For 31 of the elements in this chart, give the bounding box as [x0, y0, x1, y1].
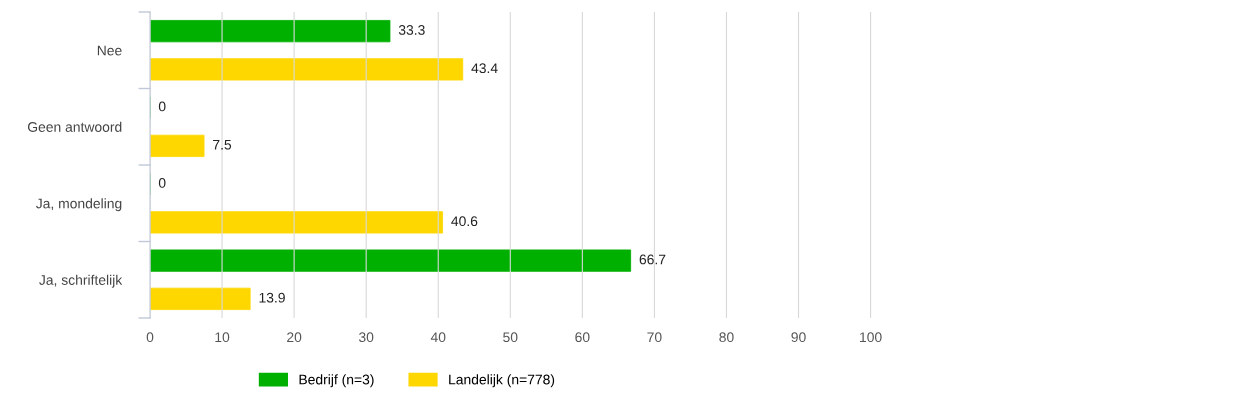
data-label: 13.9 [259, 292, 285, 303]
bar [150, 287, 251, 310]
data-label: 0 [158, 101, 166, 112]
x-tick-label: 90 [791, 332, 806, 343]
bar [150, 134, 205, 157]
y-tick-label: Ja, mondeling [35, 198, 122, 212]
data-label: 33.3 [398, 25, 425, 35]
x-tick-label: 50 [503, 332, 518, 343]
x-tick-label: 0 [146, 332, 154, 343]
y-tick-label: Nee [97, 45, 122, 56]
data-label: 66.7 [639, 254, 666, 265]
legend-label: Landelijk (n=778) [449, 374, 555, 388]
y-tick-label: Geen antwoord [27, 121, 122, 132]
data-label: 0 [158, 178, 166, 188]
x-tick-label: 80 [719, 332, 734, 343]
x-tick-label: 20 [287, 332, 302, 343]
x-tick-label: 60 [575, 332, 590, 343]
x-tick-label: 30 [358, 332, 374, 343]
x-tick-label: 100 [860, 332, 882, 343]
legend-label: Bedrijf (n=3) [299, 374, 374, 388]
bar [150, 19, 391, 43]
data-label: 43.4 [471, 63, 498, 74]
y-tick-label: Ja, schriftelijk [39, 274, 123, 288]
bar [150, 58, 464, 81]
data-label: 7.5 [213, 139, 232, 150]
x-tick-label: 40 [430, 332, 446, 343]
bar [150, 211, 443, 234]
bar [150, 249, 632, 272]
data-label: 40.6 [451, 216, 478, 227]
x-tick-label: 10 [215, 332, 230, 343]
x-tick-label: 70 [647, 332, 662, 343]
